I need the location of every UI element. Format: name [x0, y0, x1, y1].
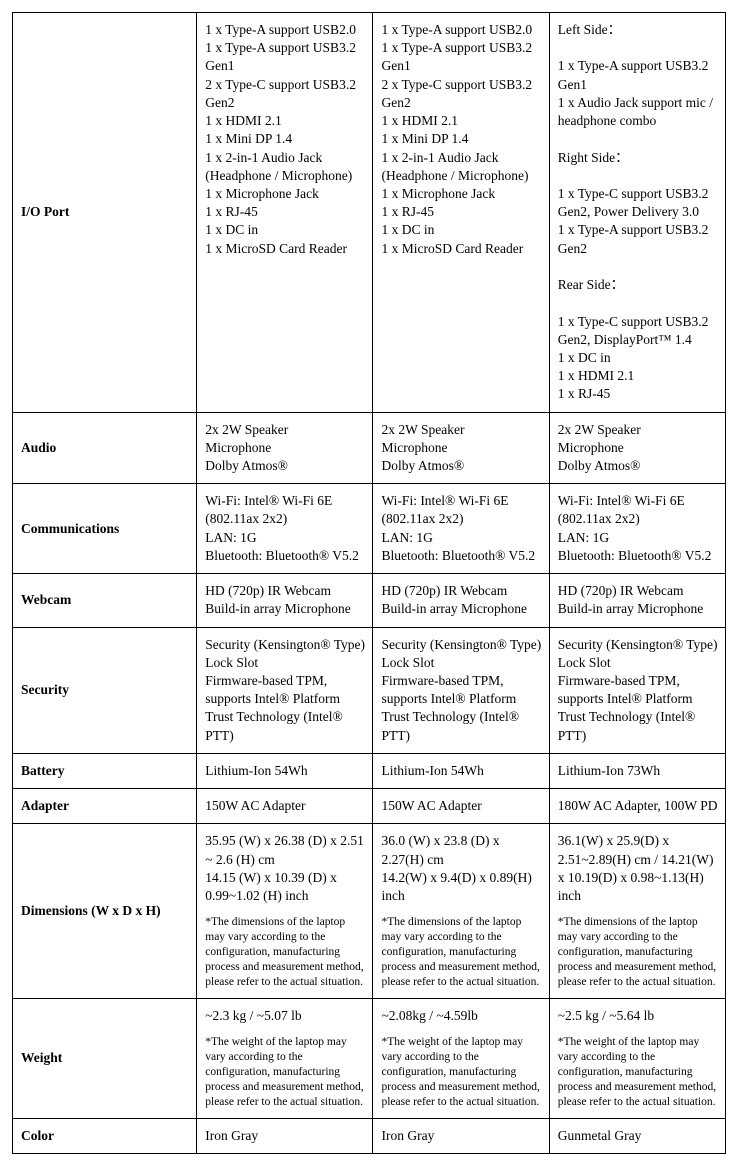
- cell-value: Wi-Fi: Intel® Wi-Fi 6E (802.11ax 2x2) LA…: [373, 484, 549, 574]
- cell-value: HD (720p) IR Webcam Build-in array Micro…: [549, 574, 725, 627]
- cell-text: 1 x Type-A support USB2.0 1 x Type-A sup…: [205, 22, 356, 256]
- cell-note: *The dimensions of the laptop may vary a…: [558, 915, 719, 990]
- cell-text: 150W AC Adapter: [381, 798, 481, 813]
- cell-text: Lithium-Ion 54Wh: [205, 763, 307, 778]
- row-header: Webcam: [13, 574, 197, 627]
- spec-table-body: I/O Port1 x Type-A support USB2.0 1 x Ty…: [13, 13, 726, 1154]
- cell-value: 150W AC Adapter: [197, 789, 373, 824]
- table-row: WebcamHD (720p) IR Webcam Build-in array…: [13, 574, 726, 627]
- row-header: Security: [13, 627, 197, 753]
- cell-value: 36.0 (W) x 23.8 (D) x 2.27(H) cm 14.2(W)…: [373, 824, 549, 999]
- cell-value: 150W AC Adapter: [373, 789, 549, 824]
- cell-text: ~2.08kg / ~4.59lb: [381, 1008, 477, 1023]
- row-header: Adapter: [13, 789, 197, 824]
- table-row: Color Iron Gray Iron Gray Gunmetal Gray: [13, 1118, 726, 1153]
- cell-value: Wi-Fi: Intel® Wi-Fi 6E (802.11ax 2x2) LA…: [197, 484, 373, 574]
- cell-value: HD (720p) IR Webcam Build-in array Micro…: [197, 574, 373, 627]
- table-row: CommunicationsWi-Fi: Intel® Wi-Fi 6E (80…: [13, 484, 726, 574]
- cell-text: Iron Gray: [381, 1128, 434, 1143]
- cell-text: 2x 2W Speaker Microphone Dolby Atmos®: [205, 422, 288, 473]
- cell-value: 2x 2W Speaker Microphone Dolby Atmos®: [549, 412, 725, 484]
- row-header: Battery: [13, 753, 197, 788]
- cell-value: 1 x Type-A support USB2.0 1 x Type-A sup…: [197, 13, 373, 413]
- cell-text: Iron Gray: [205, 1128, 258, 1143]
- cell-value: 180W AC Adapter, 100W PD: [549, 789, 725, 824]
- cell-text: Security (Kensington® Type) Lock Slot Fi…: [558, 637, 718, 743]
- row-header: Weight: [13, 998, 197, 1118]
- cell-value: Lithium-Ion 54Wh: [373, 753, 549, 788]
- cell-text: HD (720p) IR Webcam Build-in array Micro…: [381, 583, 526, 616]
- cell-text: 36.1(W) x 25.9(D) x 2.51~2.89(H) cm / 14…: [558, 833, 714, 903]
- cell-value: Gunmetal Gray: [549, 1118, 725, 1153]
- cell-value: ~2.3 kg / ~5.07 lb *The weight of the lap…: [197, 998, 373, 1118]
- table-row: Weight ~2.3 kg / ~5.07 lb *The weight of t…: [13, 998, 726, 1118]
- cell-value: Lithium-Ion 54Wh: [197, 753, 373, 788]
- cell-value: Lithium-Ion 73Wh: [549, 753, 725, 788]
- cell-text: Wi-Fi: Intel® Wi-Fi 6E (802.11ax 2x2) LA…: [558, 493, 712, 563]
- row-header: Color: [13, 1118, 197, 1153]
- cell-text: 2x 2W Speaker Microphone Dolby Atmos®: [558, 422, 641, 473]
- cell-note: *The dimensions of the laptop may vary a…: [381, 915, 542, 990]
- cell-text: Security (Kensington® Type) Lock Slot Fi…: [205, 637, 365, 743]
- cell-text: 150W AC Adapter: [205, 798, 305, 813]
- cell-text: HD (720p) IR Webcam Build-in array Micro…: [205, 583, 350, 616]
- cell-note: *The weight of the laptop may vary accor…: [381, 1035, 542, 1110]
- cell-text: Security (Kensington® Type) Lock Slot Fi…: [381, 637, 541, 743]
- table-row: Adapter 150W AC Adapter 150W AC Adapter 180…: [13, 789, 726, 824]
- cell-text: 180W AC Adapter, 100W PD: [558, 798, 718, 813]
- cell-text: Wi-Fi: Intel® Wi-Fi 6E (802.11ax 2x2) LA…: [205, 493, 359, 563]
- table-row: Dimensions (W x D x H)35.95 (W) x 26.38 …: [13, 824, 726, 999]
- cell-note: *The dimensions of the laptop may vary a…: [205, 915, 366, 990]
- cell-value: HD (720p) IR Webcam Build-in array Micro…: [373, 574, 549, 627]
- cell-text: HD (720p) IR Webcam Build-in array Micro…: [558, 583, 703, 616]
- cell-value: Wi-Fi: Intel® Wi-Fi 6E (802.11ax 2x2) LA…: [549, 484, 725, 574]
- cell-note: *The weight of the laptop may vary accor…: [558, 1035, 719, 1110]
- cell-text: ~2.5 kg / ~5.64 lb: [558, 1008, 654, 1023]
- cell-value: Iron Gray: [373, 1118, 549, 1153]
- cell-value: ~2.5 kg / ~5.64 lb *The weight of the lap…: [549, 998, 725, 1118]
- table-row: SecuritySecurity (Kensington® Type) Lock…: [13, 627, 726, 753]
- cell-text: 35.95 (W) x 26.38 (D) x 2.51 ~ 2.6 (H) c…: [205, 833, 364, 903]
- cell-value: 2x 2W Speaker Microphone Dolby Atmos®: [197, 412, 373, 484]
- cell-text: 36.0 (W) x 23.8 (D) x 2.27(H) cm 14.2(W)…: [381, 833, 531, 903]
- row-header: Dimensions (W x D x H): [13, 824, 197, 999]
- cell-text: Gunmetal Gray: [558, 1128, 642, 1143]
- row-header: Communications: [13, 484, 197, 574]
- cell-value: Security (Kensington® Type) Lock Slot Fi…: [373, 627, 549, 753]
- cell-text: 2x 2W Speaker Microphone Dolby Atmos®: [381, 422, 464, 473]
- row-header: Audio: [13, 412, 197, 484]
- table-row: I/O Port1 x Type-A support USB2.0 1 x Ty…: [13, 13, 726, 413]
- cell-value: 2x 2W Speaker Microphone Dolby Atmos®: [373, 412, 549, 484]
- table-row: Battery Lithium-Ion 54Wh Lithium-Ion 54Wh L…: [13, 753, 726, 788]
- cell-text: Left Side： 1 x Type-A support USB3.2 Gen…: [558, 22, 713, 401]
- cell-value: Security (Kensington® Type) Lock Slot Fi…: [549, 627, 725, 753]
- cell-value: Left Side： 1 x Type-A support USB3.2 Gen…: [549, 13, 725, 413]
- cell-text: 1 x Type-A support USB2.0 1 x Type-A sup…: [381, 22, 532, 256]
- cell-value: Iron Gray: [197, 1118, 373, 1153]
- cell-value: ~2.08kg / ~4.59lb *The weight of the lapt…: [373, 998, 549, 1118]
- cell-text: Lithium-Ion 54Wh: [381, 763, 483, 778]
- cell-text: Wi-Fi: Intel® Wi-Fi 6E (802.11ax 2x2) LA…: [381, 493, 535, 563]
- cell-value: 1 x Type-A support USB2.0 1 x Type-A sup…: [373, 13, 549, 413]
- cell-note: *The weight of the laptop may vary accor…: [205, 1035, 366, 1110]
- cell-value: 36.1(W) x 25.9(D) x 2.51~2.89(H) cm / 14…: [549, 824, 725, 999]
- table-row: Audio2x 2W Speaker Microphone Dolby Atmo…: [13, 412, 726, 484]
- cell-text: ~2.3 kg / ~5.07 lb: [205, 1008, 301, 1023]
- cell-value: 35.95 (W) x 26.38 (D) x 2.51 ~ 2.6 (H) c…: [197, 824, 373, 999]
- row-header: I/O Port: [13, 13, 197, 413]
- spec-table: I/O Port1 x Type-A support USB2.0 1 x Ty…: [12, 12, 726, 1154]
- cell-text: Lithium-Ion 73Wh: [558, 763, 660, 778]
- cell-value: Security (Kensington® Type) Lock Slot Fi…: [197, 627, 373, 753]
